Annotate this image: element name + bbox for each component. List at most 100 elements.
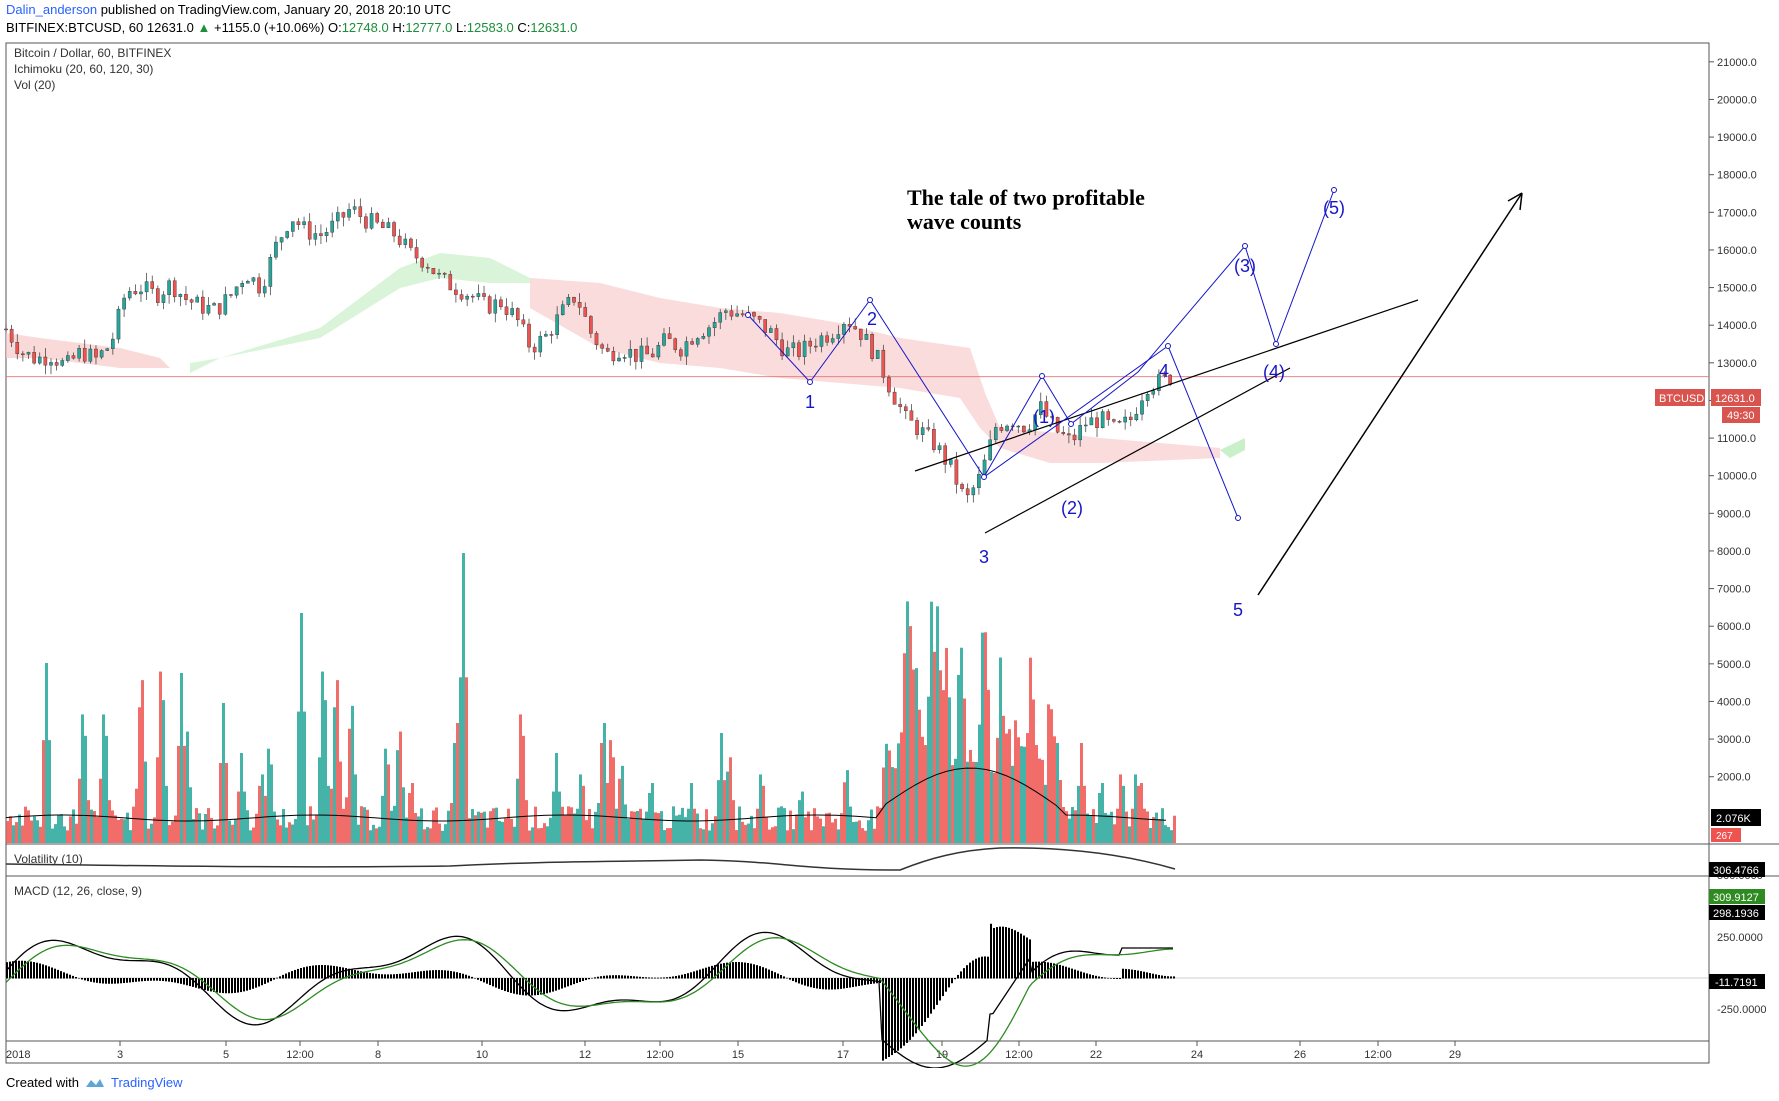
volume-bar (258, 785, 261, 843)
volume-bar (870, 809, 873, 843)
macd-hist-bar (654, 977, 656, 979)
volume-bar (297, 711, 300, 843)
volume-bar (1158, 819, 1161, 843)
candle-body (971, 487, 976, 496)
macd-hist-bar (510, 978, 512, 993)
macd-hist-bar (231, 978, 233, 994)
volume-bar (108, 800, 111, 843)
volume-bar (1146, 811, 1149, 843)
volume-bar (6, 821, 9, 843)
volume-bar (72, 809, 75, 843)
candle-body (184, 294, 188, 300)
candle-body (1078, 425, 1082, 441)
candle-body (617, 357, 621, 362)
candle-body (960, 484, 964, 489)
volume-bar (1164, 825, 1167, 843)
legend-title[interactable]: Bitcoin / Dollar, 60, BITFINEX (14, 46, 171, 60)
macd-hist-bar (1023, 935, 1025, 979)
candle-body (26, 352, 31, 355)
candle-body (611, 351, 616, 362)
macd-hist-bar (51, 967, 53, 979)
volume-bar (273, 811, 276, 843)
macd-tag-2 (1709, 905, 1765, 920)
volume-bar (1071, 807, 1074, 843)
candle-body (448, 274, 453, 291)
candle-body (257, 277, 261, 294)
macd-hist-bar (474, 978, 476, 979)
legend-macd[interactable]: MACD (12, 26, close, 9) (14, 884, 142, 898)
candle-body (904, 406, 908, 412)
candle-body (853, 326, 857, 330)
candle-body (769, 328, 773, 333)
author-link[interactable]: Dalin_anderson (6, 2, 98, 17)
volume-bar (603, 723, 606, 843)
volume-bar (474, 815, 477, 843)
wave-label: (3) (1234, 256, 1256, 276)
legend-volume[interactable]: Vol (20) (14, 78, 55, 92)
macd-hist-bar (972, 960, 974, 979)
y-tick-label: 18000.0 (1717, 170, 1757, 182)
candle-body (510, 308, 514, 315)
macd-hist-bar (342, 967, 344, 979)
candle-body (915, 420, 919, 435)
candle-body (364, 216, 368, 229)
legend-volatility[interactable]: Volatility (10) (14, 852, 83, 866)
candle-body (1016, 425, 1021, 428)
candle-body (307, 221, 312, 240)
y-tick-label: 3000.0 (1717, 734, 1751, 746)
macd-hist-bar (582, 978, 584, 982)
candle-body (217, 303, 222, 315)
macd-hist-bar (1026, 937, 1028, 979)
candle-body (954, 459, 959, 485)
ichimoku-cloud-green (190, 253, 530, 373)
macd-hist-bar (756, 965, 758, 979)
macd-hist-bar (714, 965, 716, 979)
candle-body (842, 324, 846, 335)
macd-hist-bar (888, 978, 890, 1057)
volume-bar (948, 697, 951, 843)
y-tick-label: 4000.0 (1717, 696, 1751, 708)
macd-hist-bar (24, 960, 26, 979)
volume-bar (438, 823, 441, 843)
volume-bar (402, 787, 405, 843)
volume-bar (621, 765, 624, 843)
volume-bar (156, 757, 159, 843)
candle-body (1038, 401, 1043, 416)
volume-bar (987, 689, 990, 843)
macd-hist-bar (954, 978, 956, 980)
macd-hist-bar (930, 978, 932, 1014)
macd-hist-bar (168, 978, 170, 982)
macd-tag-1-text: 309.9127 (1713, 892, 1759, 904)
macd-hist-bar (774, 972, 776, 979)
macd-hist-bar (1083, 972, 1085, 979)
price-chart[interactable]: 21000.020000.019000.018000.017000.016000… (0, 38, 1779, 1068)
legend-ichimoku[interactable]: Ichimoku (20, 60, 120, 30) (14, 62, 153, 76)
volume-bar (366, 809, 369, 843)
up-arrow-icon: ▲ (197, 20, 211, 35)
macd-hist-bar (1140, 971, 1142, 979)
macd-hist-bar (1134, 970, 1136, 979)
macd-hist-bar (216, 978, 218, 993)
macd-hist-bar (204, 978, 206, 991)
volume-bar (24, 806, 27, 843)
candle-body (139, 291, 143, 295)
volume-bar (639, 808, 642, 843)
macd-hist-bar (156, 978, 158, 981)
macd-hist-bar (810, 978, 812, 988)
volume-bar (993, 772, 996, 843)
volume-bar (1029, 657, 1032, 843)
macd-hist-bar (696, 970, 698, 979)
macd-hist-bar (594, 977, 596, 979)
volume-bar (339, 761, 342, 843)
footer-brand[interactable]: TradingView (110, 1075, 183, 1090)
volume-bar (888, 750, 891, 843)
volume-bar (1047, 704, 1050, 843)
macd-hist-bar (174, 978, 176, 983)
macd-hist-bar (762, 967, 764, 979)
macd-hist-bar (99, 978, 101, 984)
candle-body (724, 310, 728, 313)
macd-hist-bar (1086, 973, 1088, 979)
volume-bar (1038, 758, 1041, 843)
volume-bar (99, 778, 102, 843)
macd-hist-bar (21, 960, 23, 979)
